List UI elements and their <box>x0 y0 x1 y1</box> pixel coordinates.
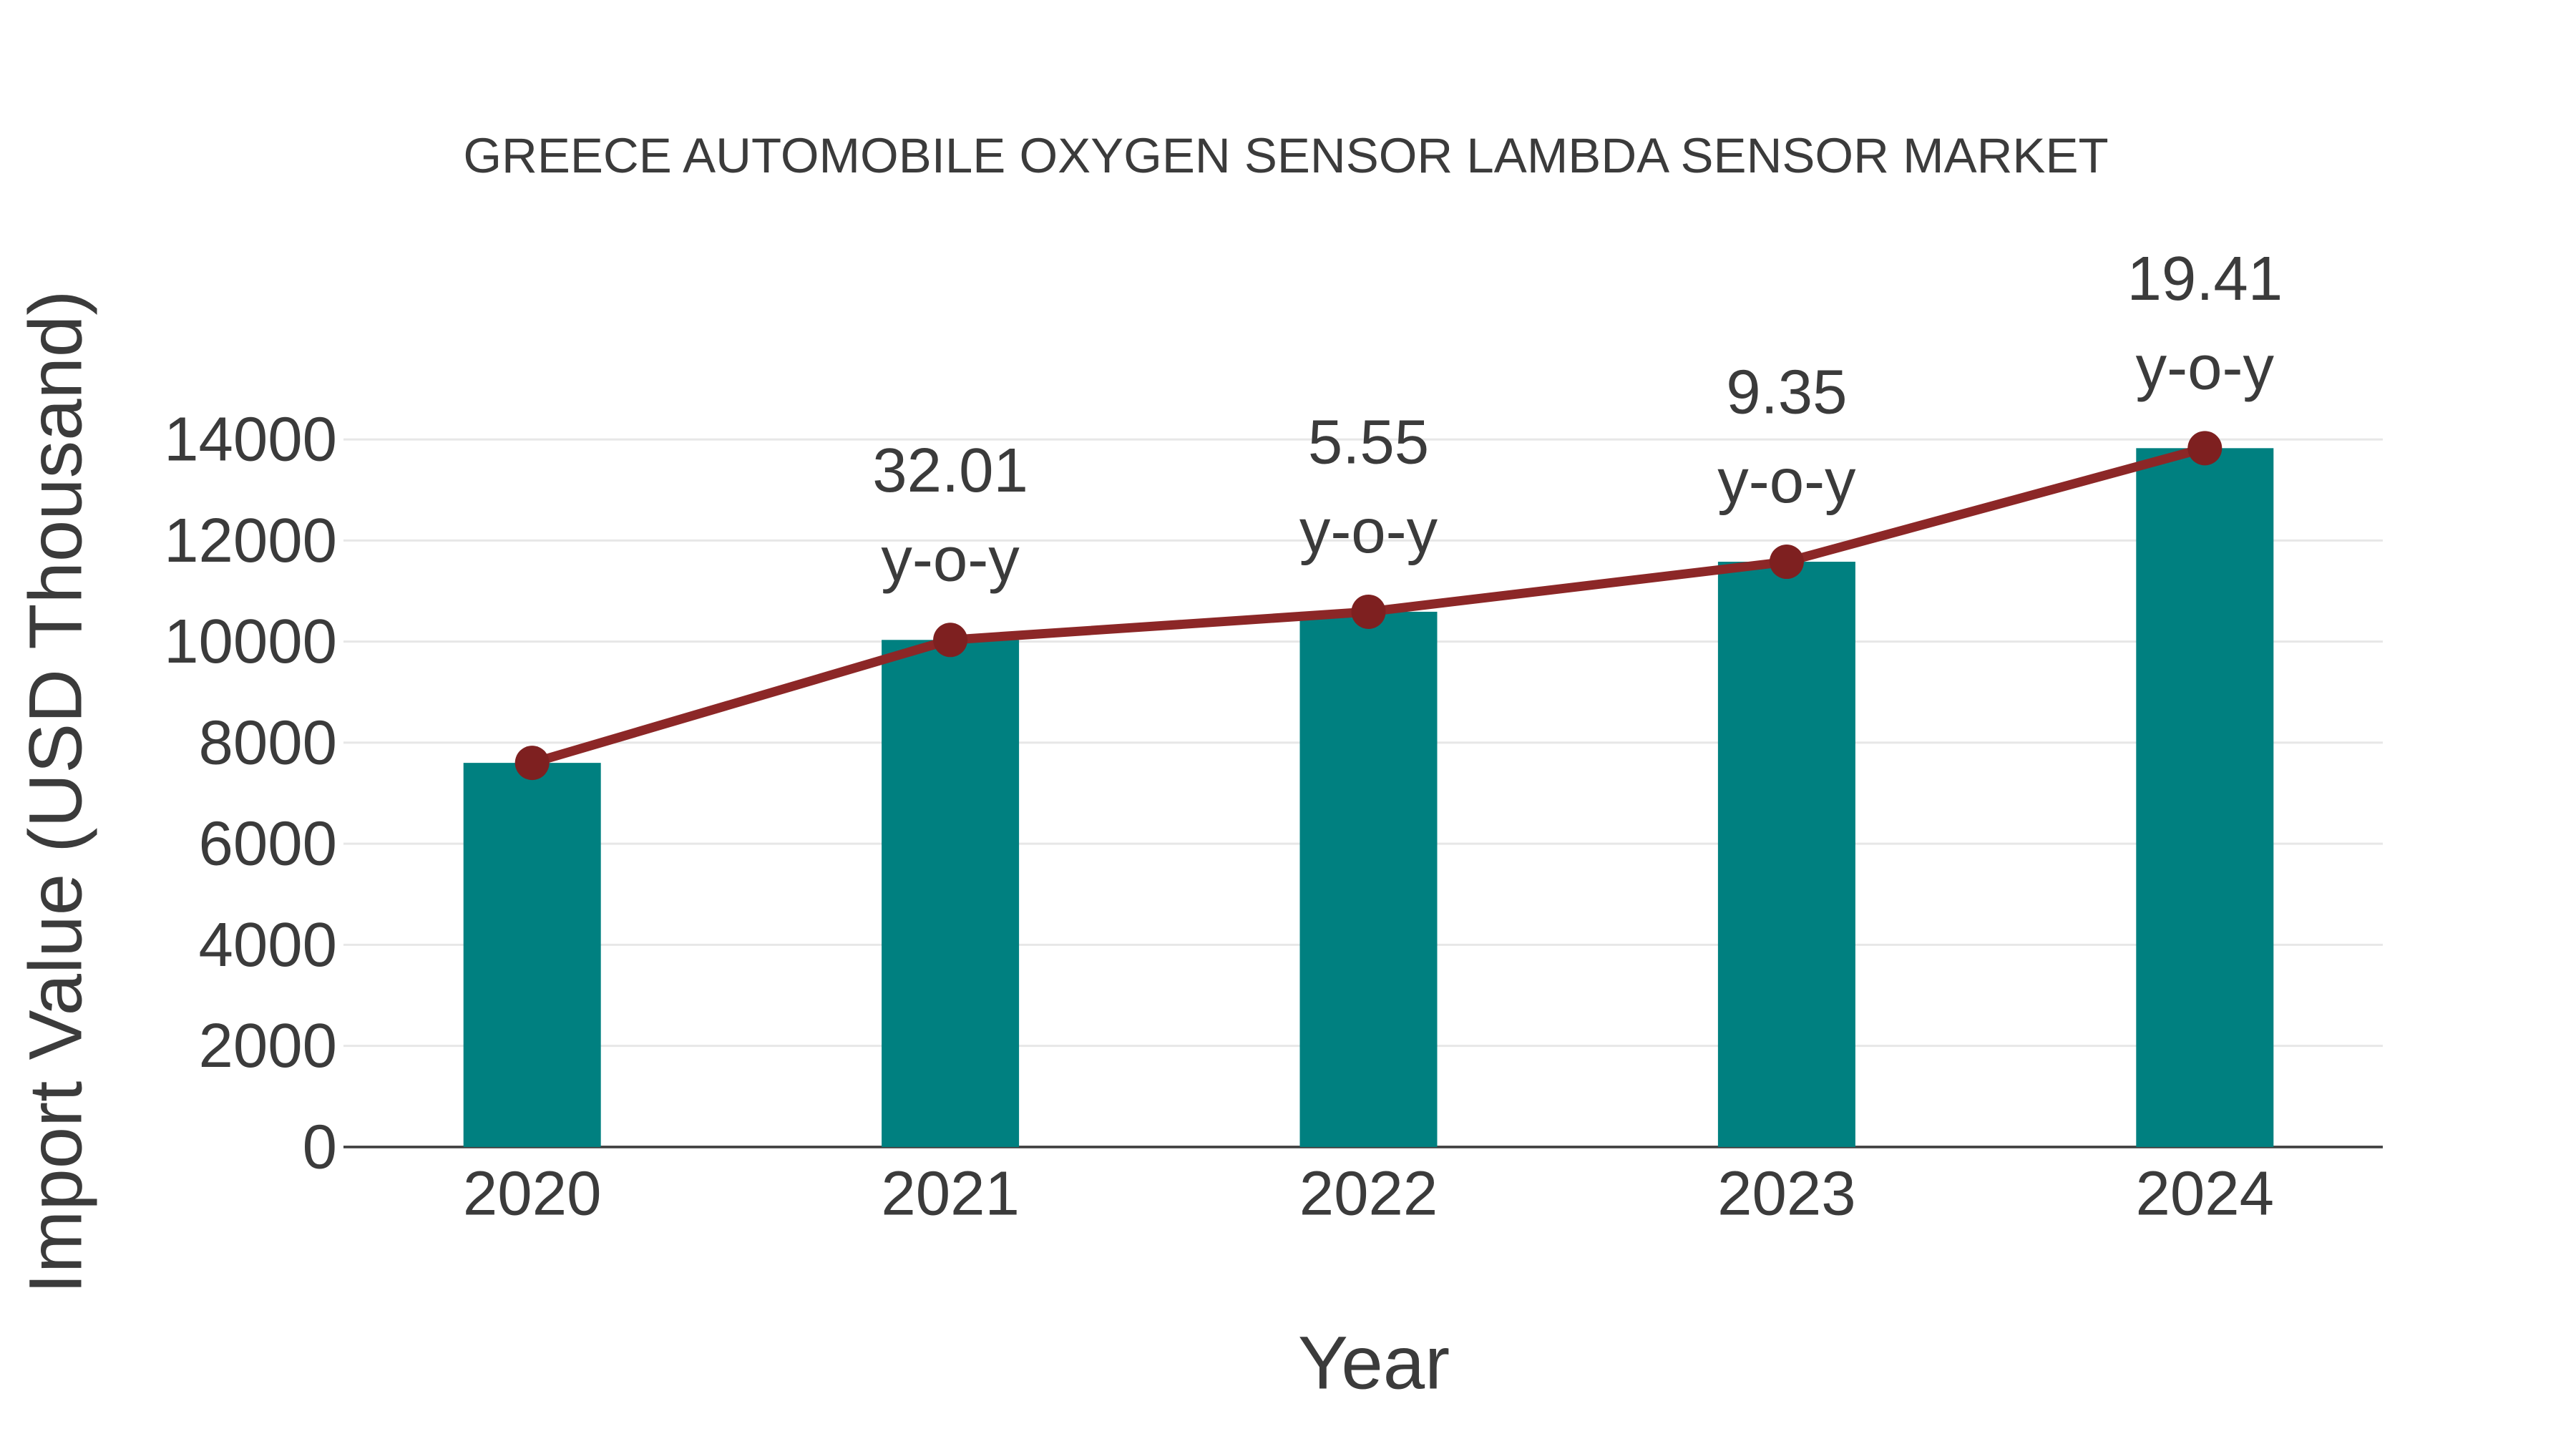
x-axis-label: Year <box>1298 1322 1450 1405</box>
x-tick-label: 2024 <box>2136 1159 2275 1229</box>
x-tick-label: 2020 <box>463 1159 602 1229</box>
bar-2023 <box>1717 562 1855 1147</box>
x-tick-label: 2022 <box>1299 1159 1438 1229</box>
y-tick-label: 4000 <box>198 910 337 980</box>
yoy-label-2023: y-o-y <box>1717 447 1856 516</box>
y-tick-label: 14000 <box>164 405 337 474</box>
bar-2024 <box>2136 448 2274 1147</box>
yoy-label-2024: y-o-y <box>2136 333 2275 402</box>
y-tick-label: 10000 <box>164 607 337 676</box>
bar-2022 <box>1299 611 1438 1147</box>
bar-2020 <box>463 763 601 1147</box>
data-point-marker-2021 <box>933 623 968 658</box>
bar-2021 <box>882 640 1020 1147</box>
y-axis-label: Import Value (USD Thousand) <box>14 291 98 1294</box>
yoy-value-2021: 32.01 <box>872 436 1028 505</box>
trend-line-group <box>514 431 2223 781</box>
data-point-marker-2024 <box>2187 431 2223 466</box>
data-point-marker-2023 <box>1769 545 1804 580</box>
data-point-marker-2020 <box>514 746 550 781</box>
chart-title: GREECE AUTOMOBILE OXYGEN SENSOR LAMBDA S… <box>463 128 2108 183</box>
yoy-value-2023: 9.35 <box>1726 358 1847 427</box>
y-tick-label: 8000 <box>198 708 337 777</box>
yoy-label-2022: y-o-y <box>1299 497 1438 566</box>
bars-group <box>463 448 2274 1147</box>
yoy-label-2021: y-o-y <box>881 525 1020 594</box>
data-point-marker-2022 <box>1351 594 1386 629</box>
yoy-value-2024: 19.41 <box>2127 244 2283 313</box>
y-tick-label: 0 <box>303 1112 337 1181</box>
x-tick-label: 2023 <box>1717 1159 1856 1229</box>
x-tick-label: 2021 <box>881 1159 1020 1229</box>
yoy-value-2022: 5.55 <box>1308 407 1429 477</box>
y-tick-label: 2000 <box>198 1011 337 1080</box>
y-tick-label: 12000 <box>164 506 337 575</box>
y-tick-label: 6000 <box>198 809 337 879</box>
tick-labels-group: 0 2000 4000 6000 8000 10000 12000 14000 2020 2021… <box>164 405 2274 1229</box>
annotations-group: 32.01 y-o-y 5.55 y-o-y 9.35 y-o-y 19.41 y-o-y <box>872 244 2283 594</box>
